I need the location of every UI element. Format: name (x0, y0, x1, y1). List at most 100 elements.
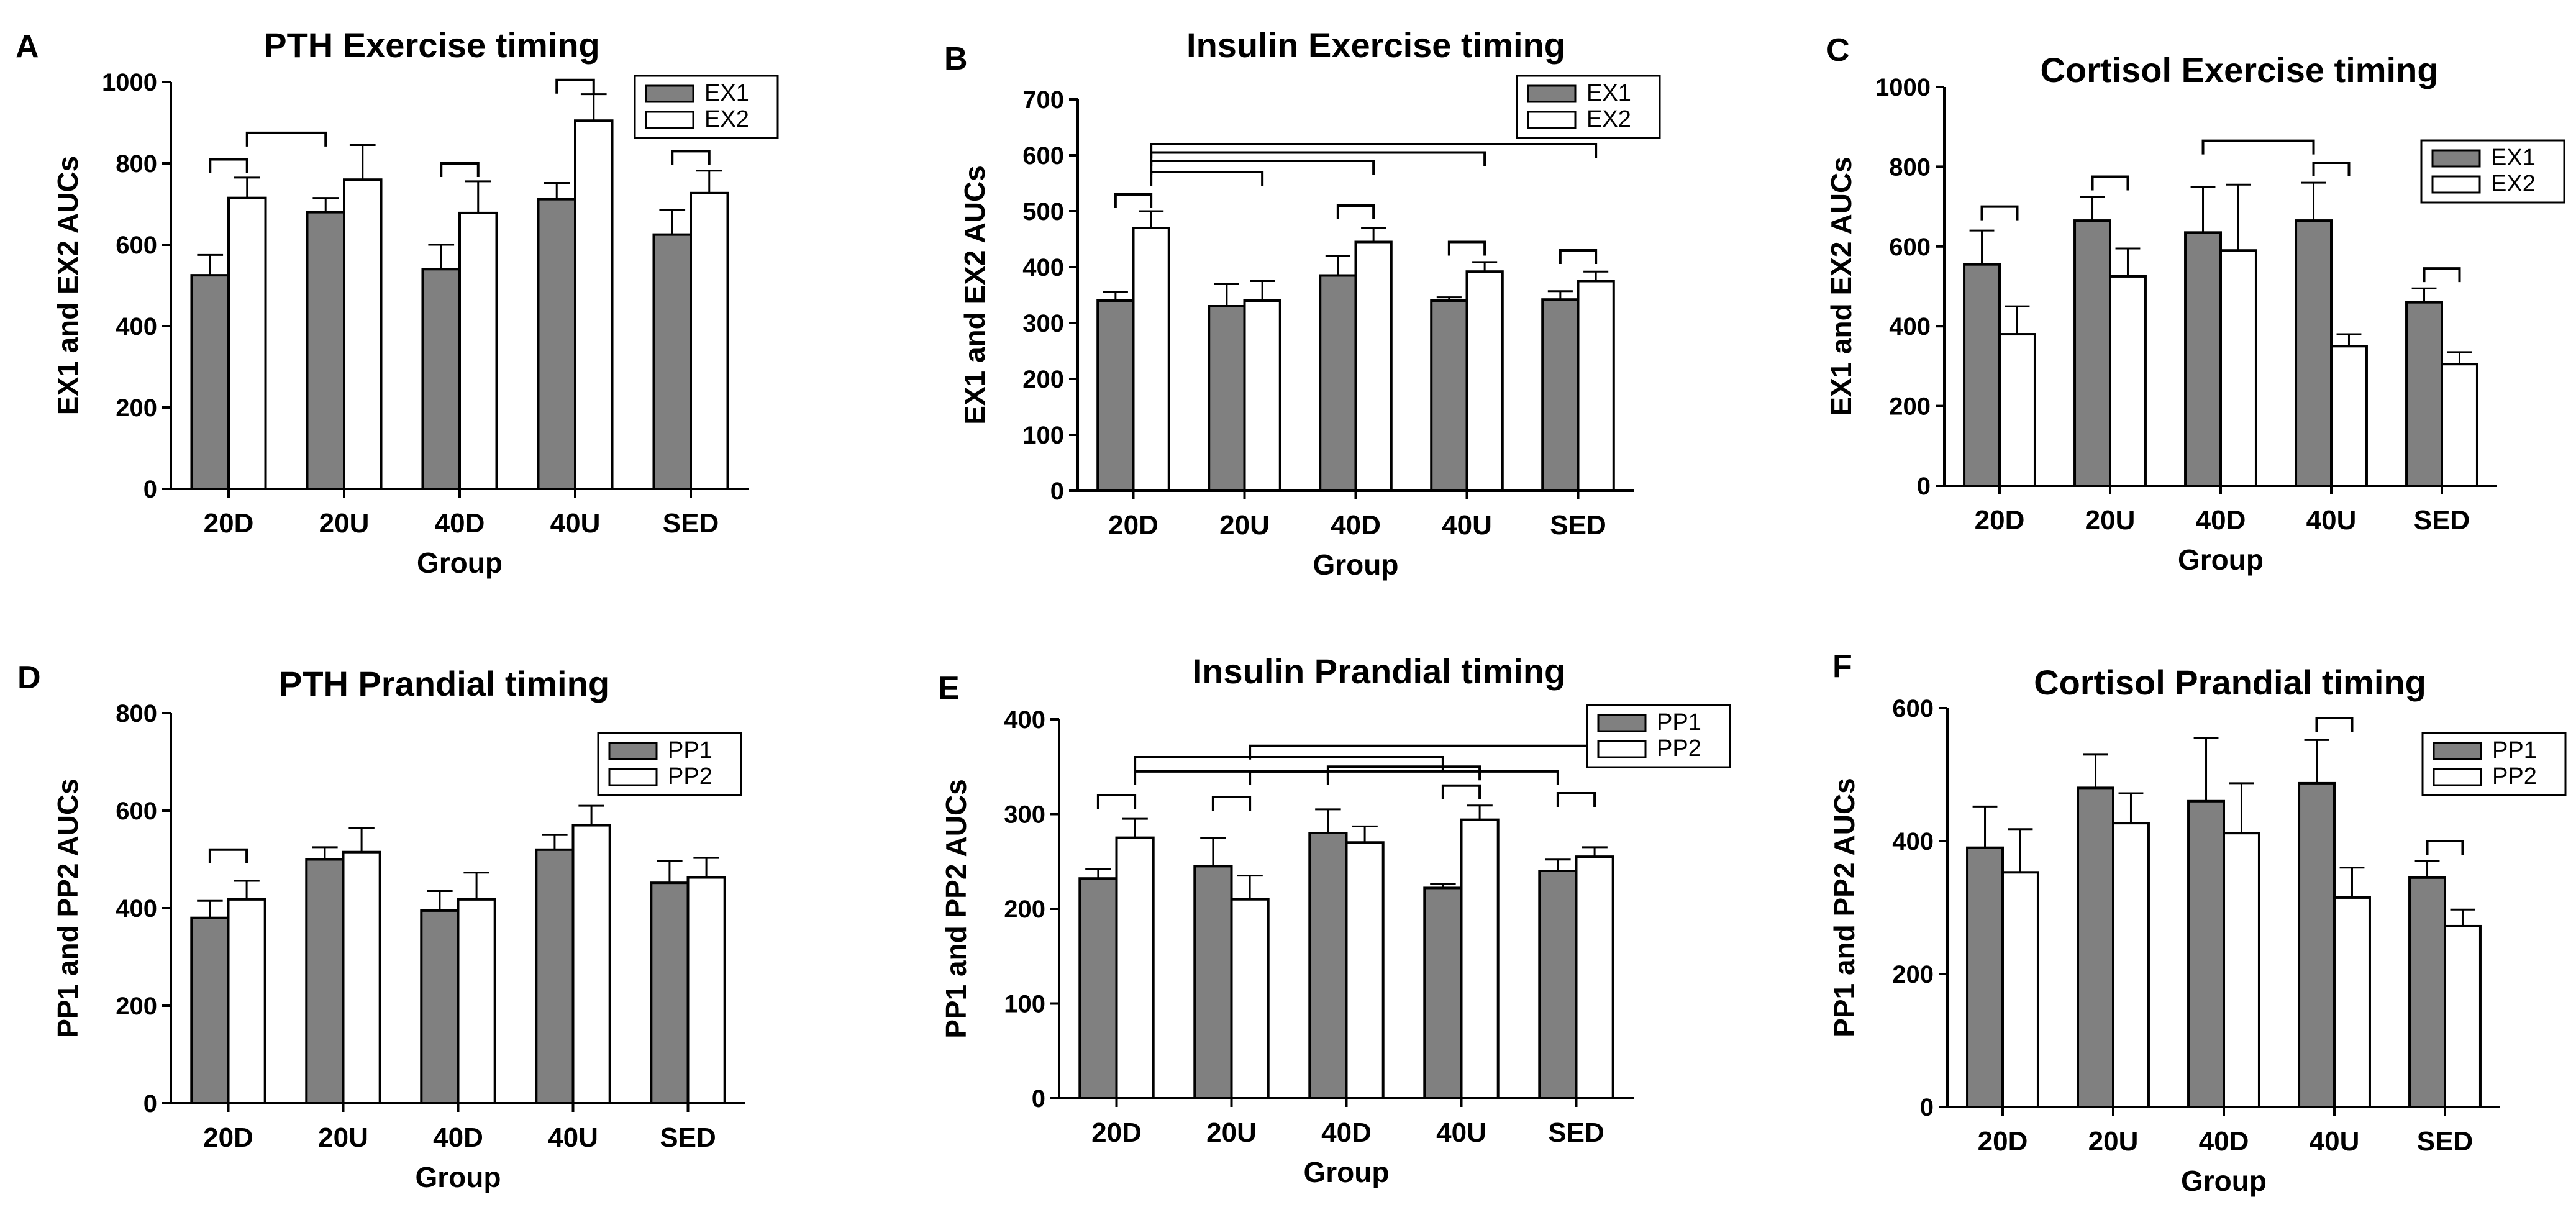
y-tick-label: 300 (1004, 801, 1045, 829)
x-tick-label: SED (2414, 505, 2470, 535)
bar-pp1-40d (2187, 799, 2226, 1109)
bar-pp2-20u (1230, 898, 1270, 1099)
bar-pp2-40u (571, 824, 611, 1105)
y-tick-label: 0 (1032, 1085, 1045, 1113)
legend-swatch-pp2 (608, 768, 658, 786)
bar-ex1-sed (652, 233, 692, 490)
chart-title: Insulin Prandial timing (1193, 652, 1566, 691)
bar-ex1-20u (306, 211, 346, 490)
y-tick-label: 200 (116, 993, 157, 1020)
bar-ex2-sed (2441, 363, 2478, 487)
significance-bracket (1150, 171, 1264, 186)
y-axis-label: EX1 and EX2 AUCs (52, 156, 84, 416)
bar-pp1-sed (650, 881, 690, 1105)
significance-bracket (1096, 794, 1137, 809)
legend-label-ex1: EX1 (2491, 145, 2536, 171)
x-tick-label: 20D (1975, 505, 2025, 535)
chart-title: Cortisol Prandial timing (2034, 663, 2426, 702)
bar-pp1-40u (2298, 781, 2336, 1109)
legend-swatch-ex2 (2431, 175, 2481, 194)
x-tick-label: 20U (2088, 1126, 2139, 1157)
y-tick-label: 200 (1004, 896, 1045, 923)
panel-letter: B (944, 41, 968, 77)
y-axis-label: PP1 and PP2 AUCs (940, 779, 972, 1039)
y-axis-label: PP1 and PP2 AUCs (52, 778, 84, 1038)
bar-pp1-40u (1423, 886, 1463, 1099)
bar-pp2-20d (227, 898, 266, 1104)
bar-pp2-20d (2001, 871, 2039, 1109)
y-tick-label: 0 (1920, 1094, 1934, 1121)
x-tick-label: 40U (550, 508, 601, 539)
x-axis-label: Group (2178, 544, 2264, 576)
legend-label-ex1: EX1 (704, 80, 749, 106)
bar-ex1-40d (421, 268, 461, 490)
significance-bracket (1980, 205, 2019, 221)
x-tick-label: 20U (319, 508, 370, 539)
x-axis-label: Group (417, 547, 503, 579)
chart-title: Insulin Exercise timing (1186, 25, 1565, 65)
bar-pp2-40u (2333, 896, 2371, 1108)
y-tick-label: 200 (1889, 393, 1931, 421)
bar-pp1-40d (420, 909, 460, 1105)
legend-label-ex2: EX2 (704, 106, 749, 132)
bar-ex2-40d (2219, 249, 2257, 487)
x-tick-label: 40D (435, 508, 485, 539)
legend-label-pp2: PP2 (1657, 735, 1701, 762)
y-tick-label: 0 (143, 1090, 157, 1118)
legend-swatch-ex1 (645, 84, 694, 103)
legend-swatch-pp1 (2433, 742, 2482, 760)
significance-bracket (1559, 249, 1598, 264)
bar-ex2-20u (343, 178, 383, 490)
legend-label-pp1: PP1 (2492, 737, 2537, 763)
significance-bracket (1211, 796, 1252, 811)
panel-letter: D (17, 660, 41, 696)
bar-ex2-20u (2109, 275, 2147, 487)
x-tick-label: 40U (2306, 505, 2357, 535)
bar-ex2-sed (1577, 280, 1615, 492)
bar-ex1-20u (1208, 305, 1246, 492)
significance-bracket (671, 150, 711, 165)
x-tick-label: 20U (318, 1122, 368, 1153)
legend-swatch-pp2 (2433, 768, 2482, 786)
x-tick-label: 20D (1978, 1126, 2028, 1157)
panel-c: C Cortisol Exercise timing 0 200 400 600 800 10… (1825, 32, 2565, 576)
y-tick-label: 800 (116, 700, 157, 727)
y-tick-label: 1000 (1875, 74, 1931, 101)
y-axis-label: EX1 and EX2 AUCs (958, 165, 991, 425)
y-tick-label: 600 (116, 232, 157, 259)
legend-label-ex2: EX2 (1586, 106, 1631, 132)
x-tick-label: 40U (1436, 1118, 1486, 1148)
bar-ex1-20d (1096, 299, 1135, 492)
x-tick-label: 40D (2199, 1126, 2249, 1157)
y-axis-label: EX1 and EX2 AUCs (1825, 157, 1857, 416)
y-tick-label: 400 (1004, 706, 1045, 734)
bar-ex1-40u (537, 198, 576, 490)
legend-label-pp1: PP1 (1657, 709, 1701, 735)
bar-ex2-40d (1354, 240, 1393, 492)
significance-bracket (1134, 770, 1329, 785)
bar-ex1-sed (1541, 298, 1580, 492)
x-tick-label: 20D (203, 1122, 253, 1153)
legend-label-ex1: EX1 (1586, 80, 1631, 106)
bar-pp2-40d (457, 898, 496, 1104)
significance-bracket (1336, 204, 1375, 219)
bar-ex1-40d (2184, 231, 2223, 487)
legend-swatch-pp1 (1597, 714, 1647, 732)
bar-pp2-sed (686, 876, 726, 1105)
bar-pp1-sed (1538, 870, 1578, 1099)
y-tick-label: 400 (116, 895, 157, 922)
x-tick-label: SED (1548, 1118, 1604, 1148)
y-tick-label: 300 (1022, 310, 1064, 337)
legend-label-pp2: PP2 (2492, 763, 2537, 790)
y-tick-label: 200 (116, 394, 157, 422)
y-tick-label: 400 (1892, 828, 1934, 855)
x-tick-label: SED (2417, 1126, 2473, 1157)
bar-pp1-20d (1966, 846, 2005, 1108)
legend-swatch-ex2 (1527, 111, 1577, 129)
x-tick-label: 40D (2196, 505, 2246, 535)
bar-ex2-40d (458, 211, 498, 490)
x-tick-label: SED (663, 508, 719, 539)
